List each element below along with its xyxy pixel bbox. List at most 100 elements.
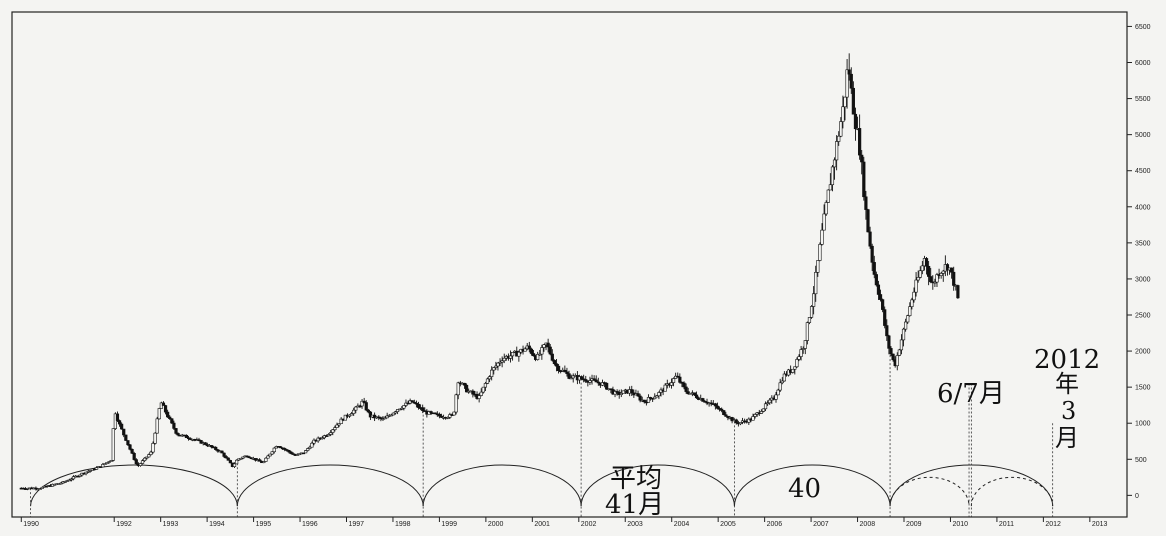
candle-body [224,456,228,459]
candle-body [945,264,950,271]
candle-body [554,363,559,367]
candle-body [40,486,44,489]
candle-body [59,482,63,485]
annotation-average-1: 平均 [610,464,662,494]
candle-body [550,353,554,361]
candle-body [115,413,120,421]
x-tick-label: 2003 [627,521,643,528]
y-tick-label: 4000 [1135,204,1151,211]
candle-body [176,433,180,436]
candle-body [646,397,651,403]
candle-body [619,393,623,395]
candle-body [759,411,763,414]
candle-body [362,400,366,403]
candle-body [138,463,143,466]
candle-body [780,380,784,384]
candle-body [671,378,676,383]
candle-body [592,378,596,381]
candle-body [490,369,494,377]
candle-body [84,471,88,475]
candle-body [107,461,111,463]
candle-body [67,479,71,482]
candle-body [753,414,757,417]
cycle-arc [30,464,238,507]
candle-body [283,448,287,450]
candle-body [676,375,680,378]
candle-body [329,432,333,435]
candle-body [368,411,373,418]
x-tick-label: 1990 [23,521,39,528]
candle-body [653,396,657,400]
cycle-arc [580,464,735,507]
candle-body [287,450,291,453]
candle-body [400,407,404,410]
candle-body [584,379,588,382]
candle-body [124,434,128,441]
candle-body [481,386,485,393]
y-tick-label: 5500 [1135,96,1151,103]
candle-body [487,376,492,380]
candle-body [500,360,504,363]
candle-body [793,366,797,370]
candle-body [571,375,575,379]
x-tick-label: 1994 [209,521,225,528]
candle-body [889,348,893,355]
x-tick-label: 2002 [581,521,597,528]
candle-body [839,121,843,137]
candle-body [818,244,822,261]
plot-frame [11,11,1128,518]
candle-body [262,461,266,464]
candle-body [763,403,768,410]
candle-body [228,460,232,464]
y-tick-label: 2500 [1135,313,1151,320]
candle-body [111,428,115,461]
candle-body [186,437,191,440]
candle-body [648,397,653,399]
candle-body [220,450,224,454]
candle-body [809,306,814,318]
candle-body [339,418,343,424]
candle-body [153,432,157,444]
annotation-year-char: 年 [1055,370,1079,398]
candle-body [605,382,609,390]
candle-body [122,428,126,436]
candle-body [366,409,370,413]
candle-body [412,401,416,404]
candle-body [722,410,726,415]
candle-body [594,379,598,383]
candle-body [822,213,826,231]
candle-body [149,451,153,455]
candle-body [289,451,293,454]
candle-body [151,443,155,453]
candle-body [471,390,475,395]
annotation-average-2: 41月 [605,490,664,520]
candle-body [312,439,316,444]
candle-body [807,317,812,323]
candle-body [933,281,937,284]
candle-body [956,285,960,299]
candle-body [567,373,571,379]
candle-body [636,393,640,397]
x-tick-label: 2009 [906,521,922,528]
candle-body [86,470,90,473]
candle-body [170,418,174,424]
x-tick-label: 1995 [256,521,272,528]
candle-body [253,458,258,461]
candle-body [621,390,625,394]
candle-body [826,189,830,203]
x-axis: 1990 1992 1993 1994 1995 1996 1997 1998 1999 2000… [20,517,1108,528]
candle-body [832,159,837,168]
candle-body [768,399,772,404]
candle-body [155,418,159,434]
candle-body [316,437,320,442]
candle-body [241,456,245,459]
candle-body [600,382,605,386]
candle-body [720,408,724,411]
y-tick-label: 0 [1135,493,1139,500]
y-tick-label: 2000 [1135,349,1151,356]
candle-body [508,355,513,359]
candle-body [485,378,490,384]
candle-body [715,405,720,409]
y-tick-label: 1500 [1135,385,1151,392]
candle-body [872,262,876,275]
